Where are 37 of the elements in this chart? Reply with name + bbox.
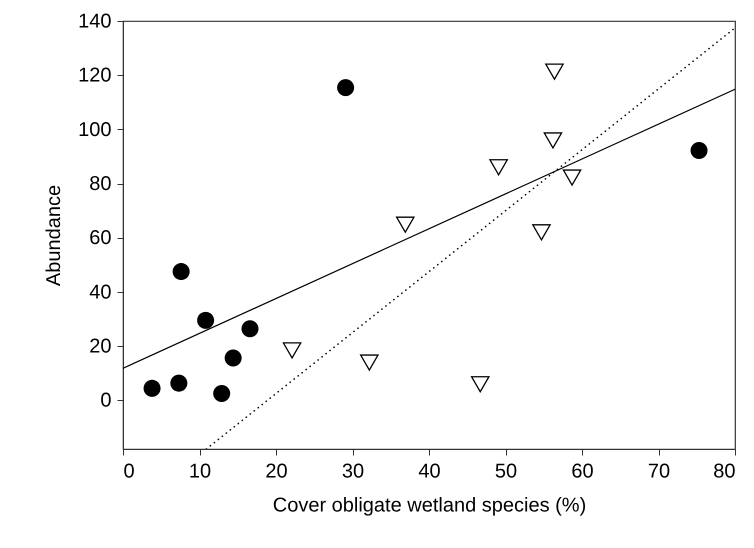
point <box>241 320 259 338</box>
point <box>396 216 415 233</box>
point <box>282 342 302 359</box>
y-tick-label: 20 <box>89 336 112 358</box>
point <box>562 169 582 186</box>
point <box>532 224 551 240</box>
y-tick-label: 120 <box>78 64 112 87</box>
y-tick-label: 140 <box>78 10 112 32</box>
x-tick-label: 30 <box>342 460 364 482</box>
x-tick-label: 20 <box>265 460 288 482</box>
point <box>197 312 214 329</box>
y-tick-label: 0 <box>100 390 112 412</box>
point <box>224 349 242 366</box>
point <box>170 374 188 392</box>
y-tick-label: 40 <box>89 281 112 304</box>
point <box>470 376 490 392</box>
x-tick-label: 40 <box>418 460 441 482</box>
x-axis-title: Cover obligate wetland species (%) <box>272 494 586 516</box>
x-tick-label: 80 <box>713 460 736 482</box>
point <box>489 159 508 176</box>
x-tick-label: 0 <box>124 460 135 482</box>
x-tick-label: 10 <box>188 460 212 482</box>
point <box>545 64 564 80</box>
point <box>213 384 230 402</box>
y-tick-label: 60 <box>89 227 112 250</box>
point <box>172 263 190 280</box>
x-tick-label: 70 <box>648 460 670 482</box>
y-tick-label: 100 <box>78 118 112 141</box>
y-tick-label: 80 <box>89 173 112 196</box>
y-axis-title: Abundance <box>43 184 66 286</box>
point <box>544 132 562 149</box>
x-tick-label: 50 <box>494 460 518 482</box>
point <box>337 79 354 96</box>
x-tick-label: 60 <box>571 460 594 482</box>
point <box>690 142 708 159</box>
point <box>360 354 379 371</box>
point <box>144 380 161 397</box>
